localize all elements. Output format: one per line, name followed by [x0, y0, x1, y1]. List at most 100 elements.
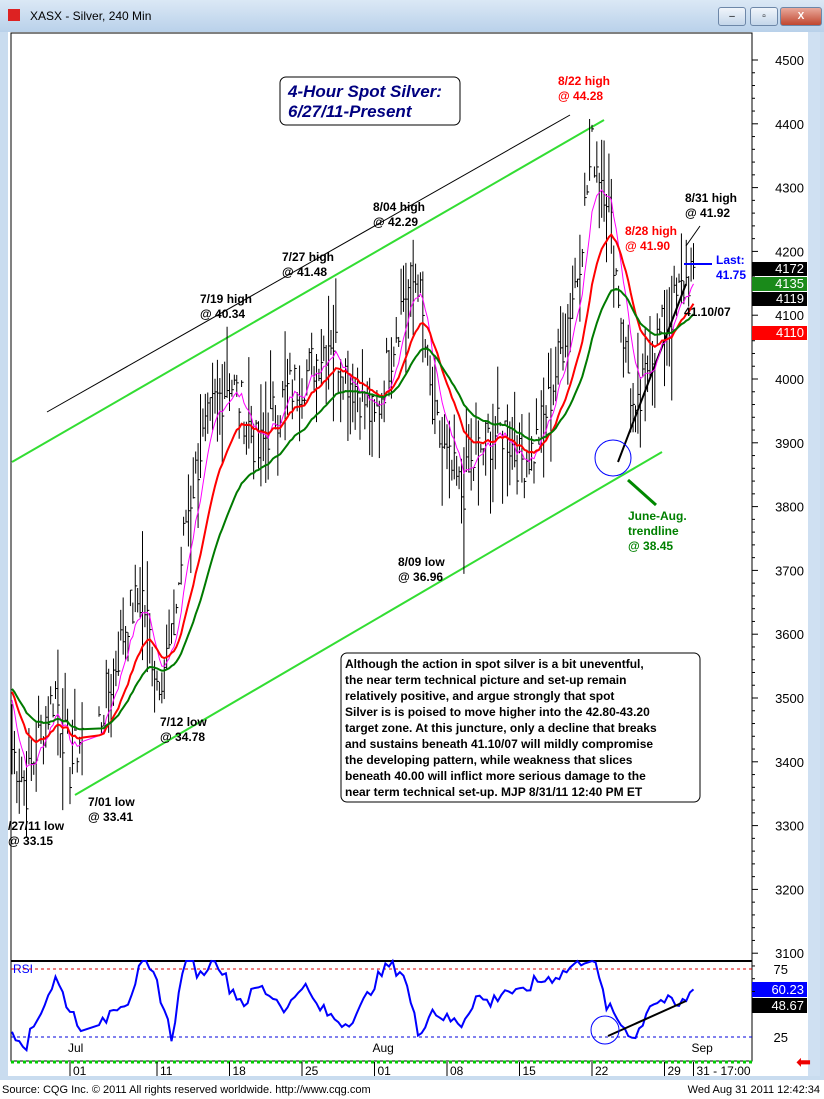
annotation-8-31-high: @ 41.92 — [685, 206, 730, 220]
scrollbar[interactable] — [808, 32, 820, 1076]
x-tick-label: 29 — [668, 1064, 682, 1078]
rsi-readout: 48.67 — [771, 998, 804, 1013]
rsi-level-label: 75 — [774, 962, 788, 977]
price-label: 4110 — [776, 325, 804, 340]
commentary-line: relatively positive, and argue strongly … — [345, 689, 614, 703]
y-tick-label: 4200 — [775, 244, 804, 259]
chart-background — [8, 32, 808, 1076]
y-tick-label: 4300 — [775, 181, 804, 196]
rsi-readout-box — [752, 982, 807, 997]
ma-slow-line — [11, 287, 695, 731]
price-label: 4119 — [776, 291, 804, 306]
x-tick-label: 25 — [305, 1064, 319, 1078]
y-tick-label: 3800 — [775, 500, 804, 515]
rsi-trendline — [607, 1000, 687, 1037]
x-tick-label: 22 — [595, 1064, 609, 1078]
y-tick-label: 3500 — [775, 691, 804, 706]
commentary-line: beneath 40.00 will inflict more serious … — [345, 769, 646, 783]
window-title: XASX - Silver, 240 Min — [30, 9, 152, 23]
annotation-support: 41.10/07 — [684, 305, 731, 319]
commentary-line: the developing pattern, while weakness t… — [345, 753, 633, 767]
rsi-line — [11, 958, 695, 1053]
annotation-8-22-high: @ 44.28 — [558, 89, 603, 103]
annotation-8-28-high: 8/28 high — [625, 224, 677, 238]
x-tick-label: 01 — [378, 1064, 392, 1078]
chart-title-box: 4-Hour Spot Silver: 6/27/11-Present — [279, 76, 461, 126]
annotation-8-22-high: 8/22 high — [558, 74, 610, 88]
price-label-box — [752, 326, 807, 340]
y-tick-label: 3400 — [775, 755, 804, 770]
arrow-trendline — [627, 478, 657, 507]
y-tick-label: 3900 — [775, 436, 804, 451]
price-label-box — [752, 262, 807, 276]
rsi-level-label: 25 — [774, 1030, 788, 1045]
annotation-6-27-low: @ 33.15 — [8, 834, 53, 848]
title-bar: XASX - Silver, 240 Min – ▫ X — [0, 0, 824, 32]
commentary-line: near term technical set-up. MJP 8/31/11 … — [345, 785, 643, 799]
app-icon — [8, 9, 20, 21]
price-label: 4135 — [775, 276, 804, 291]
rsi-readout: 60.23 — [771, 982, 804, 997]
commentary-line: the near term technical picture and set-… — [345, 673, 626, 687]
month-label: Sep — [692, 1041, 714, 1055]
month-label: Jul — [68, 1041, 83, 1055]
annotation-trendline: trendline — [628, 524, 679, 538]
annotation-7-19-high: 7/19 high — [200, 292, 252, 306]
source-credit: Source: CQG Inc. © 2011 All rights reser… — [2, 1084, 371, 1096]
commentary-line: and sustains beneath 41.10/07 will mildl… — [345, 737, 653, 751]
ma-mid-line — [11, 233, 695, 744]
y-tick-label: 3300 — [775, 819, 804, 834]
commentary-line: Silver is is poised to move higher into … — [345, 705, 650, 719]
minimize-button[interactable]: – — [718, 7, 746, 26]
annotation-8-04-high: @ 42.29 — [373, 215, 418, 229]
price-label-box — [752, 277, 807, 291]
annotation-trendline: @ 38.45 — [628, 539, 673, 553]
y-tick-label: 3700 — [775, 563, 804, 578]
annotation-7-27-high: @ 41.48 — [282, 265, 327, 279]
x-tick-label: 01 — [73, 1064, 87, 1078]
price-label: 4172 — [775, 261, 804, 276]
rsi-low-circle — [590, 1015, 620, 1045]
timestamp: Wed Aug 31 2011 12:42:34 — [687, 1084, 820, 1096]
annotation-8-04-high: 8/04 high — [373, 200, 425, 214]
y-tick-label: 3600 — [775, 627, 804, 642]
price-label-box — [752, 292, 807, 306]
lower-channel-line — [74, 451, 663, 796]
chart-subtitle: 6/27/11-Present — [288, 102, 413, 121]
annotation-8-09-low: 8/09 low — [398, 555, 445, 569]
annotation-7-01-low: 7/01 low — [88, 795, 135, 809]
low-highlight-circle — [594, 439, 632, 477]
footer: Source: CQG Inc. © 2011 All rights reser… — [0, 1080, 824, 1099]
commentary-line: Although the action in spot silver is a … — [345, 657, 644, 671]
y-tick-label: 4100 — [775, 308, 804, 323]
y-tick-label: 4400 — [775, 117, 804, 132]
x-tick-label: 31 - 17:00 — [697, 1064, 751, 1078]
y-tick-label: 4000 — [775, 372, 804, 387]
annotation-last-price: Last: — [716, 253, 745, 267]
maximize-button[interactable]: ▫ — [750, 7, 778, 26]
resistance-line — [46, 114, 571, 413]
annotation-8-31-high: 8/31 high — [685, 191, 737, 205]
annotation-last-price: 41.75 — [716, 268, 746, 282]
annotation-6-27-low: /27/11 low — [8, 819, 65, 833]
upper-channel-line — [11, 119, 605, 463]
close-button[interactable]: X — [780, 7, 822, 26]
plot-frame — [10, 32, 753, 1062]
x-tick-label: 15 — [523, 1064, 537, 1078]
annotation-8-09-low: @ 36.96 — [398, 570, 443, 584]
annotation-7-27-high: 7/27 high — [282, 250, 334, 264]
annotation-7-19-high: @ 40.34 — [200, 307, 245, 321]
annotation-trendline: June-Aug. — [628, 509, 687, 523]
x-tick-label: 11 — [160, 1064, 173, 1078]
y-tick-label: 4500 — [775, 53, 804, 68]
commentary-box: Although the action in spot silver is a … — [340, 652, 701, 803]
annotation-7-12-low: @ 34.78 — [160, 730, 205, 744]
x-tick-label: 08 — [450, 1064, 464, 1078]
scroll-right-arrow-icon[interactable]: ⬅ — [796, 1052, 811, 1072]
annotation-7-01-low: @ 33.41 — [88, 810, 133, 824]
commentary-line: target zone. At this juncture, only a de… — [345, 721, 657, 735]
month-label: Aug — [373, 1041, 394, 1055]
annotation-7-12-low: 7/12 low — [160, 715, 207, 729]
rsi-readout-box — [752, 998, 807, 1013]
